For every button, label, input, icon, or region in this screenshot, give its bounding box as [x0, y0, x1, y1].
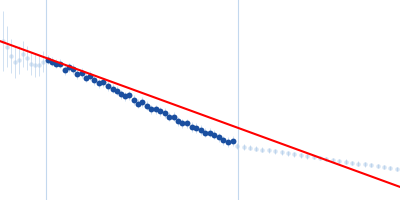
Point — [272, 150, 278, 153]
Point — [234, 144, 240, 147]
Point — [202, 131, 208, 134]
Point — [45, 58, 51, 61]
Point — [12, 60, 18, 63]
Point — [157, 110, 163, 113]
Point — [230, 140, 236, 143]
Point — [285, 152, 291, 155]
Point — [225, 140, 231, 144]
Point — [53, 62, 59, 65]
Point — [330, 158, 336, 161]
Point — [96, 82, 102, 85]
Point — [394, 168, 400, 171]
Point — [114, 89, 120, 92]
Point — [355, 162, 362, 165]
Point — [118, 93, 124, 96]
Point — [336, 159, 342, 162]
Point — [87, 74, 93, 77]
Point — [184, 122, 190, 125]
Point — [70, 68, 76, 71]
Point — [198, 128, 204, 132]
Point — [310, 155, 317, 159]
Point — [57, 62, 63, 65]
Point — [170, 115, 177, 118]
Point — [304, 154, 310, 158]
Point — [139, 100, 146, 103]
Point — [188, 126, 195, 129]
Point — [342, 160, 349, 163]
Point — [4, 45, 10, 48]
Point — [259, 148, 266, 151]
Point — [162, 111, 168, 115]
Point — [193, 126, 199, 130]
Point — [8, 54, 14, 58]
Point — [247, 146, 253, 149]
Point — [122, 95, 128, 98]
Point — [349, 161, 355, 164]
Point — [36, 64, 42, 67]
Point — [144, 104, 150, 107]
Point — [241, 145, 247, 148]
Point — [83, 76, 89, 79]
Point — [253, 147, 259, 150]
Point — [110, 87, 116, 90]
Point — [100, 81, 106, 84]
Point — [105, 84, 111, 88]
Point — [362, 163, 368, 166]
Point — [317, 156, 323, 160]
Point — [20, 53, 26, 56]
Point — [211, 133, 218, 136]
Point — [126, 94, 132, 97]
Point — [266, 149, 272, 152]
Point — [291, 153, 298, 156]
Point — [91, 79, 97, 82]
Point — [62, 68, 68, 72]
Point — [66, 66, 72, 69]
Point — [16, 58, 22, 61]
Point — [24, 56, 30, 60]
Point — [179, 122, 186, 125]
Point — [148, 108, 154, 111]
Point — [175, 120, 181, 123]
Point — [28, 62, 34, 65]
Point — [206, 131, 213, 134]
Point — [130, 98, 137, 102]
Point — [387, 167, 394, 170]
Point — [368, 164, 374, 167]
Point — [32, 64, 38, 67]
Point — [298, 154, 304, 157]
Point — [0, 40, 6, 43]
Point — [49, 60, 55, 63]
Point — [135, 102, 141, 105]
Point — [79, 71, 85, 74]
Point — [153, 108, 159, 111]
Point — [40, 60, 46, 63]
Point — [374, 165, 381, 168]
Point — [323, 157, 330, 160]
Point — [278, 151, 285, 154]
Point — [381, 166, 387, 169]
Point — [220, 139, 226, 142]
Point — [216, 136, 222, 139]
Point — [74, 72, 80, 75]
Point — [166, 115, 172, 118]
